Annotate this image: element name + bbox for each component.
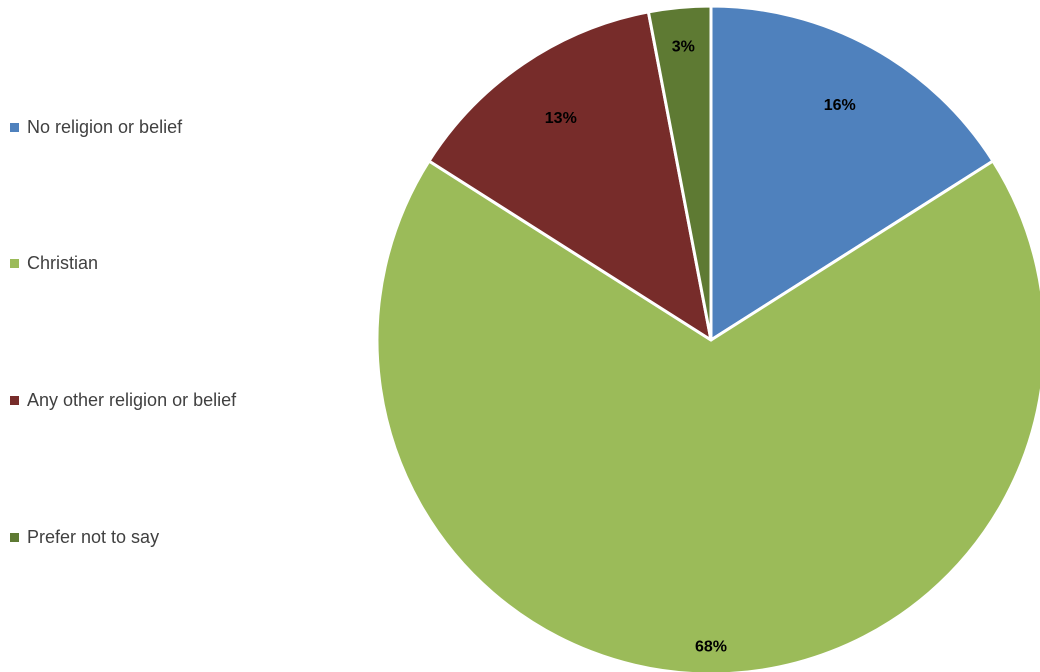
label-no-religion: 16%	[824, 97, 856, 114]
legend-label-christian: Christian	[27, 253, 99, 273]
pie-slices	[375, 4, 1040, 672]
label-christian: 68%	[695, 638, 727, 655]
slice-other-religion	[427, 10, 713, 342]
slice-no-religion	[709, 4, 995, 342]
legend-item-other-religion: Any other religion or belief	[10, 390, 236, 411]
pie-data-labels: 16% 68% 13% 3%	[545, 39, 856, 656]
legend-label-no-religion: No religion or belief	[27, 117, 183, 137]
legend-swatch-prefer-not	[10, 533, 19, 542]
label-other-religion: 13%	[545, 110, 577, 127]
slice-christian	[375, 159, 1040, 672]
legend: No religion or belief Christian Any othe…	[10, 0, 350, 672]
legend-item-christian: Christian	[10, 253, 98, 274]
legend-label-prefer-not: Prefer not to say	[27, 527, 160, 547]
slice-prefer-not	[646, 4, 713, 342]
legend-swatch-christian	[10, 259, 19, 268]
legend-item-prefer-not: Prefer not to say	[10, 527, 159, 548]
legend-swatch-other-religion	[10, 396, 19, 405]
label-prefer-not: 3%	[672, 39, 695, 56]
legend-item-no-religion: No religion or belief	[10, 117, 182, 138]
legend-label-other-religion: Any other religion or belief	[27, 390, 237, 410]
legend-swatch-no-religion	[10, 123, 19, 132]
